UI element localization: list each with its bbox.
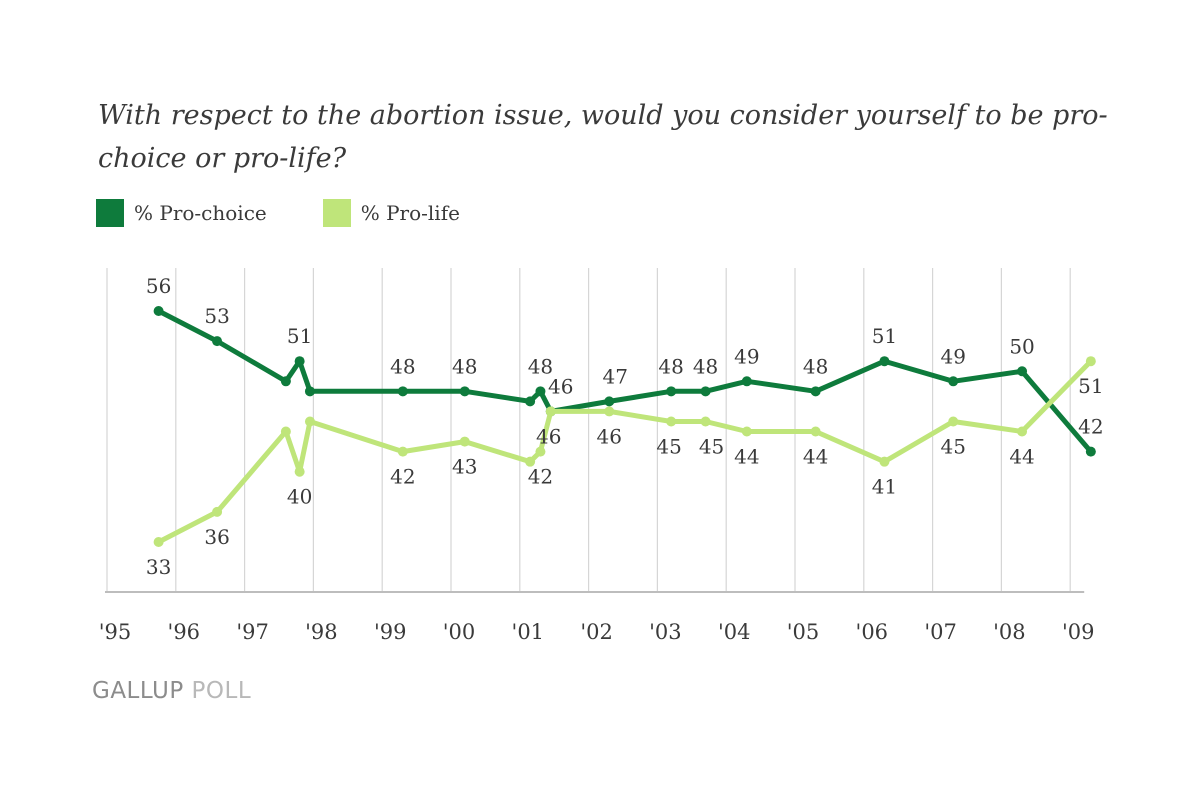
data-point [304,386,315,397]
data-point [280,376,291,387]
data-point [397,386,408,397]
data-point [153,306,164,316]
data-label: 48 [803,354,828,378]
x-tick-label: '95 [99,620,132,644]
data-label: 46 [548,374,573,398]
data-point [545,406,556,417]
data-label: 46 [536,424,561,448]
data-label: 51 [872,324,897,348]
x-tick-label: '99 [374,620,407,644]
data-point [294,356,305,367]
x-tick-label: '04 [718,620,751,644]
data-point [153,537,164,547]
logo-poll: POLL [183,678,252,704]
data-label: 48 [452,354,477,378]
data-label: 51 [287,324,312,348]
data-point [700,416,711,427]
x-tick-label: '09 [1062,620,1095,644]
data-point [879,356,890,367]
data-label: 41 [872,475,897,499]
data-label: 50 [1009,334,1034,358]
x-tick-label: '07 [924,620,957,644]
data-label: 56 [146,274,171,298]
logo-gallup: GALLUP [92,678,184,704]
data-label: 44 [734,445,759,469]
data-point [948,376,959,387]
data-point [666,416,677,427]
x-tick-label: '03 [649,620,682,644]
data-point [525,456,536,467]
data-label: 53 [204,304,229,328]
data-point [1085,356,1096,367]
data-point [212,336,223,347]
data-point [700,386,711,397]
x-tick-label: '02 [580,620,613,644]
legend-item-pro-choice: % Pro-choice [96,199,267,227]
data-label: 47 [603,364,628,388]
data-point [459,386,470,397]
data-label: 36 [204,525,229,549]
data-label: 44 [803,445,828,469]
data-label: 48 [658,354,683,378]
data-point [810,426,821,437]
data-label: 42 [528,465,553,489]
data-point [604,396,615,407]
data-label: 42 [390,465,415,489]
data-label: 44 [1009,445,1034,469]
data-point [535,386,546,397]
data-label: 40 [287,485,312,509]
legend-label-pro-choice: % Pro-choice [134,201,267,225]
data-point [397,446,408,457]
data-label: 51 [1078,374,1103,398]
data-point [294,466,305,477]
data-label: 49 [941,344,966,368]
data-point [1017,366,1028,377]
x-tick-label: '05 [787,620,820,644]
data-label: 49 [734,344,759,368]
data-point [810,386,821,397]
data-label: 45 [656,434,681,458]
legend-item-pro-life: % Pro-life [322,199,460,227]
chart-title: With respect to the abortion issue, woul… [98,100,1108,174]
data-label: 42 [1078,415,1103,439]
x-tick-label: '96 [168,620,201,644]
data-label: 45 [941,434,966,458]
chart-legend: % Pro-choice % Pro-life [96,198,516,228]
data-label: 48 [693,354,718,378]
gallup-poll-logo: GALLUP POLL [92,678,251,704]
x-tick-label: '08 [993,620,1026,644]
legend-swatch-pro-life [322,199,351,227]
data-point [212,506,223,517]
legend-label-pro-life: % Pro-life [360,201,460,225]
data-label: 48 [528,354,553,378]
data-point [459,436,470,447]
data-point [741,376,752,387]
data-label: 46 [597,424,622,448]
data-point [304,416,315,427]
x-tick-label: '06 [856,620,889,644]
x-tick-label: '01 [512,620,545,644]
data-point [879,456,890,467]
data-point [1017,426,1028,437]
data-point [525,396,536,407]
data-label: 48 [390,354,415,378]
legend-swatch-pro-choice [96,199,124,227]
data-label: 43 [452,455,477,479]
data-label: 33 [146,555,171,579]
x-tick-label: '00 [443,620,476,644]
data-point [280,426,291,437]
data-point [604,406,615,417]
data-point [741,426,752,437]
data-point [1085,446,1096,457]
data-label: 45 [699,434,724,458]
data-point [948,416,959,427]
data-point [535,446,546,457]
data-point [666,386,677,397]
x-tick-label: '97 [236,620,269,644]
x-tick-label: '98 [305,620,338,644]
